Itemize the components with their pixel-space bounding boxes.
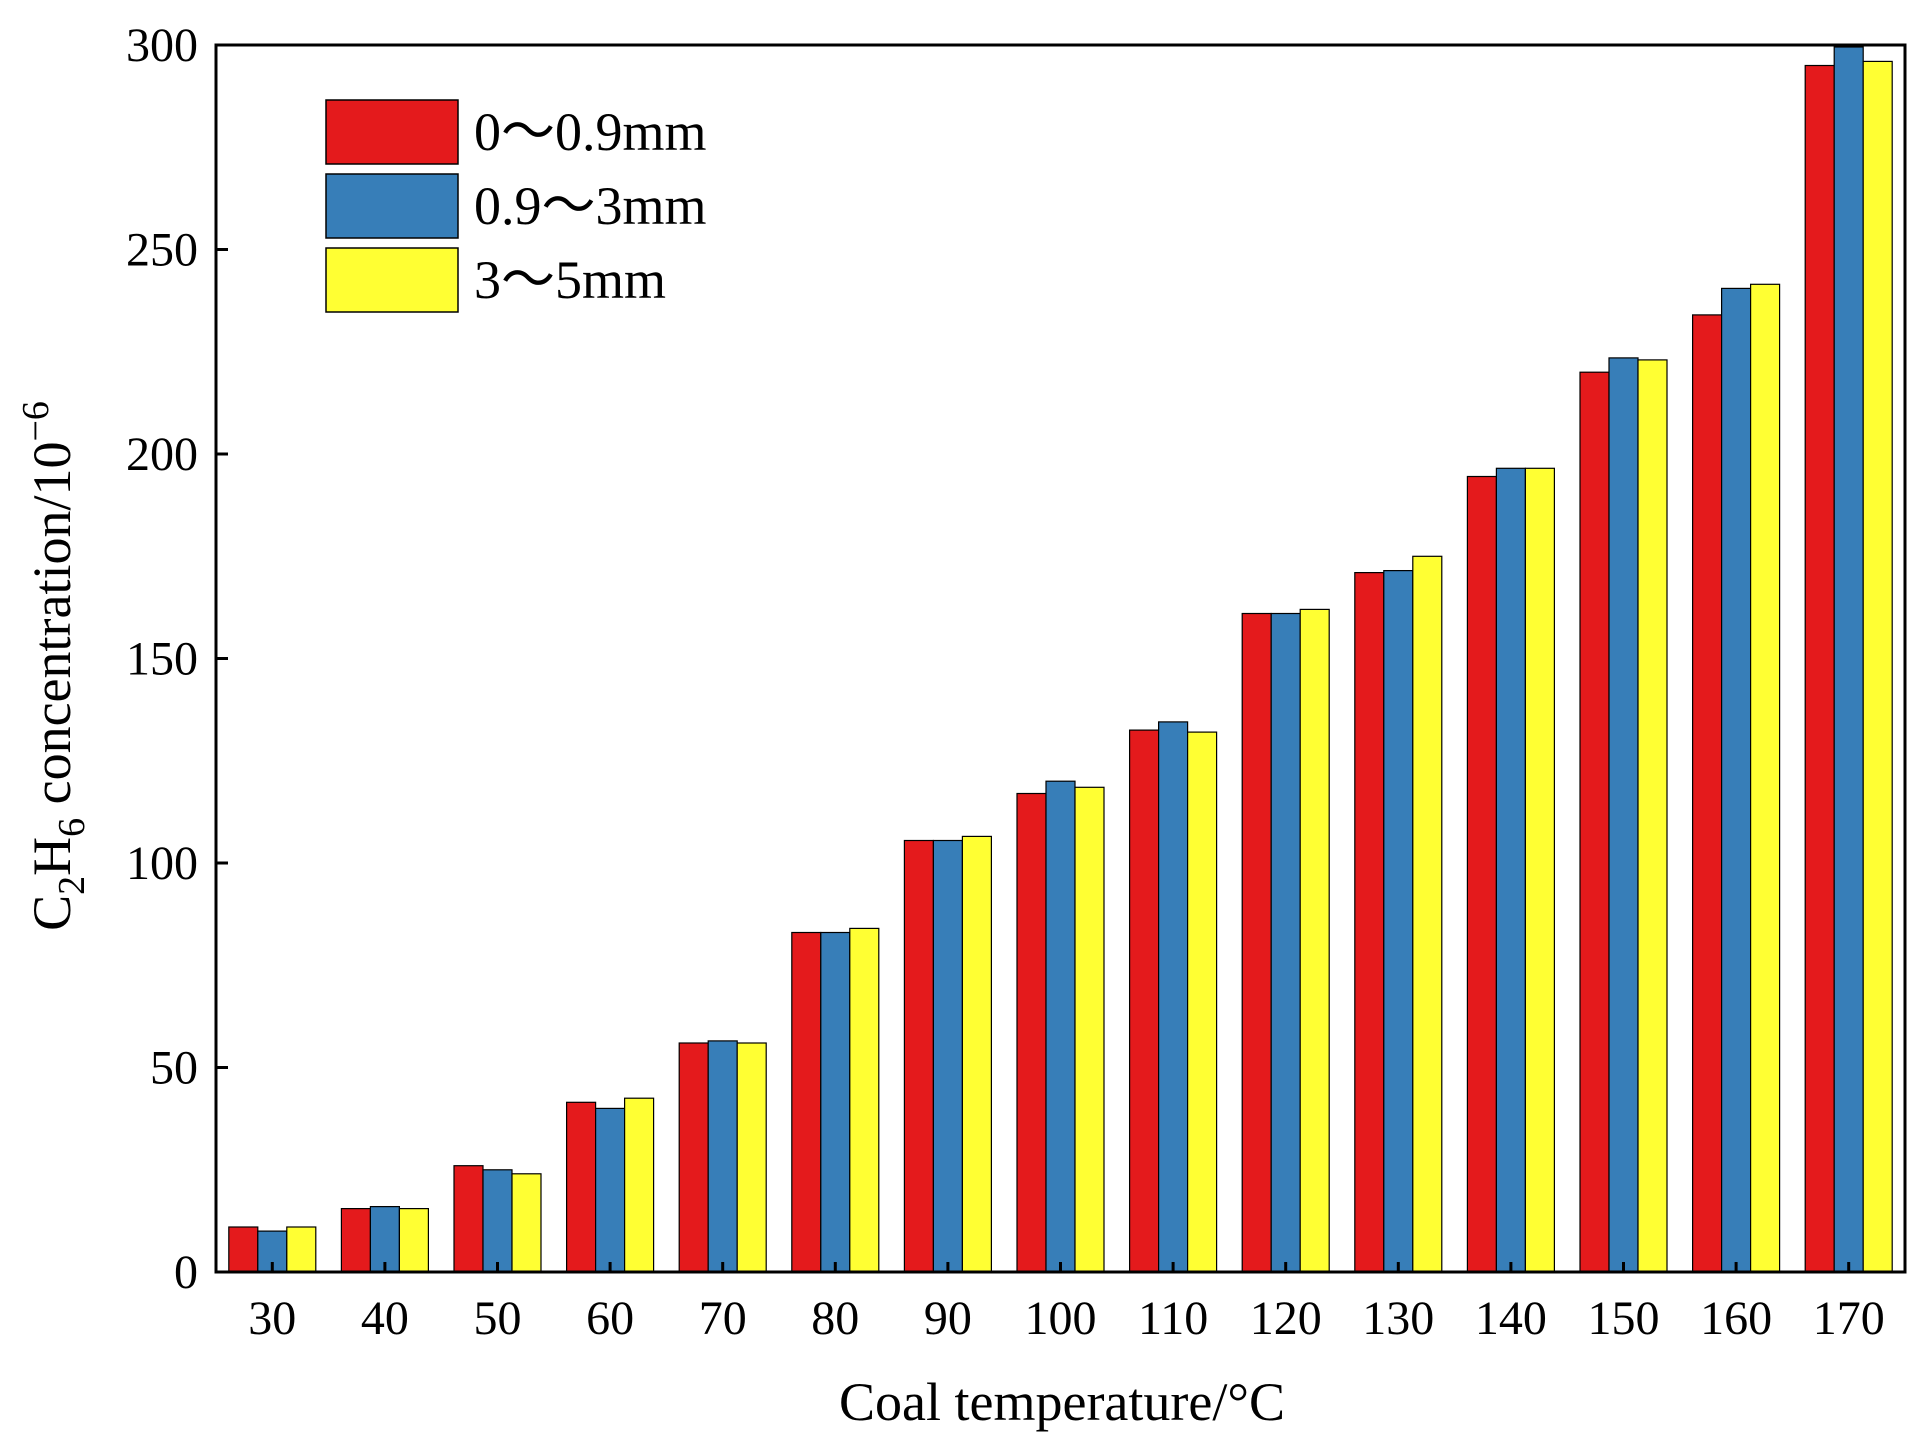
x-tick-label-70: 70 [699, 1292, 747, 1345]
x-tick-label-90: 90 [924, 1292, 972, 1345]
bar-80-series-0 [791, 931, 822, 1273]
bar-100-series-0 [1016, 792, 1047, 1273]
bar-50-series-1 [482, 1169, 513, 1273]
bar-150-series-2 [1637, 359, 1668, 1273]
bar-140-series-1 [1495, 467, 1527, 1273]
x-tick-label-100: 100 [1025, 1292, 1097, 1345]
bar-80-series-2 [849, 927, 880, 1273]
y-axis-title-rest: concentration/10 [22, 442, 82, 818]
y-tick-label-50: 50 [150, 1042, 198, 1095]
x-tick-label-40: 40 [361, 1292, 409, 1345]
bar-140-series-2 [1524, 467, 1556, 1273]
bar-90-series-1 [932, 839, 964, 1273]
y-tick-label-100: 100 [126, 837, 198, 890]
x-tick-label-80: 80 [811, 1292, 859, 1345]
bar-170-series-1 [1833, 46, 1864, 1273]
y-axis-title-mid: H [22, 837, 82, 876]
legend-swatch-0 [325, 99, 459, 165]
x-tick-label-140: 140 [1475, 1292, 1547, 1345]
bar-110-series-1 [1157, 721, 1189, 1273]
y-tick-label-0: 0 [174, 1246, 198, 1299]
bar-30-series-2 [286, 1226, 317, 1273]
bar-160-series-1 [1720, 287, 1752, 1273]
legend-label-1: 0.9～3mm [474, 176, 707, 236]
bar-170-series-2 [1862, 60, 1893, 1273]
y-tick-label-250: 250 [126, 224, 198, 277]
bar-80-series-1 [820, 931, 851, 1273]
x-axis-title: Coal temperature/°C [839, 1372, 1285, 1432]
bar-140-series-0 [1466, 475, 1498, 1273]
x-tick-label-170: 170 [1813, 1292, 1885, 1345]
bar-160-series-0 [1691, 314, 1723, 1273]
legend-label-0: 0～0.9mm [474, 102, 707, 162]
bar-50-series-2 [511, 1173, 542, 1273]
y-axis-title-sub2: 6 [51, 818, 93, 837]
x-tick-label-130: 130 [1362, 1292, 1434, 1345]
y-tick-label-200: 200 [126, 428, 198, 481]
bar-120-series-1 [1270, 612, 1301, 1273]
bar-110-series-2 [1186, 731, 1218, 1273]
legend: 0～0.9mm 0.9～3mm 3～5mm [325, 99, 707, 313]
y-tick-label-300: 300 [126, 19, 198, 72]
bar-110-series-0 [1128, 729, 1160, 1273]
bar-150-series-1 [1608, 357, 1639, 1273]
x-tick-label-60: 60 [586, 1292, 634, 1345]
bar-150-series-0 [1579, 371, 1610, 1273]
bar-40-series-0 [340, 1207, 371, 1273]
bar-90-series-0 [903, 839, 935, 1273]
bar-60-series-2 [623, 1097, 655, 1273]
bar-50-series-0 [453, 1165, 484, 1273]
bars-layer [228, 46, 1893, 1273]
y-axis-title-sup: −6 [15, 401, 57, 441]
legend-swatch-2 [325, 247, 459, 313]
y-tick-label-150: 150 [126, 633, 198, 686]
x-tick-label-30: 30 [248, 1292, 296, 1345]
bar-100-series-1 [1045, 780, 1076, 1273]
bar-170-series-0 [1804, 64, 1835, 1273]
x-tick-label-120: 120 [1250, 1292, 1322, 1345]
axes-layer [214, 43, 1907, 1274]
legend-swatch-1 [325, 173, 459, 239]
x-tick-label-50: 50 [474, 1292, 522, 1345]
bar-120-series-0 [1241, 612, 1272, 1273]
bar-130-series-1 [1383, 569, 1414, 1273]
bar-30-series-0 [228, 1226, 259, 1273]
bar-60-series-0 [565, 1101, 597, 1273]
x-tick-label-110: 110 [1138, 1292, 1208, 1345]
bar-70-series-2 [736, 1042, 767, 1273]
bar-40-series-2 [398, 1207, 429, 1273]
x-tick-label-150: 150 [1588, 1292, 1660, 1345]
bar-60-series-1 [594, 1107, 626, 1273]
bar-160-series-2 [1749, 283, 1781, 1273]
y-axis-title-prefix: C [22, 895, 82, 931]
x-tick-labels: 30 40 50 60 70 80 90 100 110 120 130 140 150 160 170 [248, 1292, 1884, 1345]
bar-100-series-2 [1074, 786, 1105, 1273]
y-tick-labels: 0 50 100 150 200 250 300 [126, 19, 198, 1299]
bar-90-series-2 [961, 835, 993, 1273]
legend-label-2: 3～5mm [474, 250, 666, 310]
y-axis-title: C2H6 concentration/10−6 [15, 401, 93, 931]
bar-130-series-2 [1412, 555, 1443, 1273]
bar-70-series-1 [707, 1040, 738, 1273]
x-tick-label-160: 160 [1700, 1292, 1772, 1345]
bar-130-series-0 [1354, 571, 1385, 1273]
y-axis-title-sub1: 2 [51, 876, 93, 895]
bar-120-series-2 [1299, 608, 1330, 1273]
bar-70-series-0 [678, 1042, 709, 1273]
